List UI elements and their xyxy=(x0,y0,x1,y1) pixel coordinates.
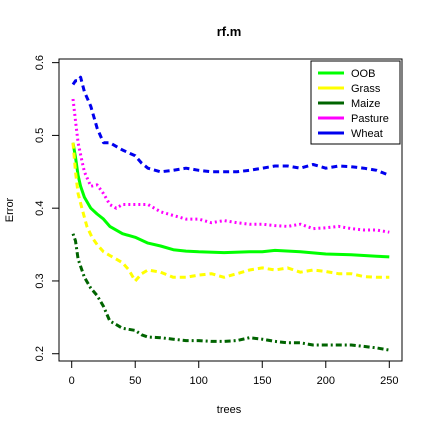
series-line-oob xyxy=(71,142,390,259)
legend-label-maize: Maize xyxy=(351,98,380,110)
legend-label-wheat: Wheat xyxy=(351,128,383,140)
x-axis: 0 50 100 150 200 250 xyxy=(69,360,398,387)
series-line-pasture xyxy=(71,98,390,234)
y-tick-label: 0.6 xyxy=(34,55,46,70)
x-tick-label: 250 xyxy=(380,375,398,387)
series-layer xyxy=(71,75,390,352)
x-tick-label: 50 xyxy=(129,375,141,387)
y-axis-label: Error xyxy=(4,197,16,222)
y-tick-label: 0.2 xyxy=(34,346,46,361)
series-line-wheat xyxy=(71,75,390,177)
x-tick-label: 200 xyxy=(317,375,335,387)
x-tick-label: 150 xyxy=(253,375,271,387)
y-tick-label: 0.3 xyxy=(34,273,46,288)
x-axis-label: trees xyxy=(217,404,242,416)
legend-label-pasture: Pasture xyxy=(351,113,389,125)
x-tick-label: 0 xyxy=(69,375,75,387)
chart-title: rf.m xyxy=(217,24,242,39)
y-tick-label: 0.4 xyxy=(34,201,46,216)
y-tick-label: 0.5 xyxy=(34,128,46,143)
x-tick-label: 100 xyxy=(190,375,208,387)
y-axis: 0.2 0.3 0.4 0.5 0.6 xyxy=(34,55,60,361)
legend: OOB Grass Maize Pasture Wheat xyxy=(310,60,401,145)
series-line-grass xyxy=(71,142,390,283)
legend-label-oob: OOB xyxy=(351,68,375,80)
legend-label-grass: Grass xyxy=(351,83,381,95)
series-line-maize xyxy=(71,233,390,352)
